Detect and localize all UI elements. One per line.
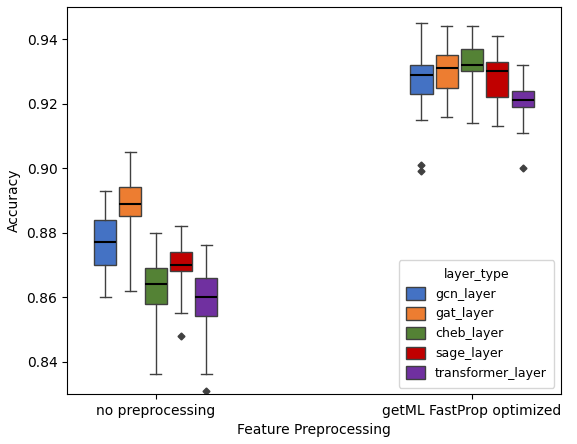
PathPatch shape (486, 62, 508, 97)
PathPatch shape (94, 220, 116, 265)
PathPatch shape (195, 278, 218, 317)
PathPatch shape (145, 268, 167, 304)
PathPatch shape (512, 91, 534, 107)
PathPatch shape (436, 56, 458, 87)
Y-axis label: Accuracy: Accuracy (7, 169, 21, 232)
X-axis label: Feature Preprocessing: Feature Preprocessing (237, 423, 391, 437)
PathPatch shape (410, 65, 433, 94)
PathPatch shape (119, 187, 141, 217)
Legend: gcn_layer, gat_layer, cheb_layer, sage_layer, transformer_layer: gcn_layer, gat_layer, cheb_layer, sage_l… (399, 260, 554, 388)
PathPatch shape (170, 252, 192, 271)
PathPatch shape (461, 49, 483, 71)
